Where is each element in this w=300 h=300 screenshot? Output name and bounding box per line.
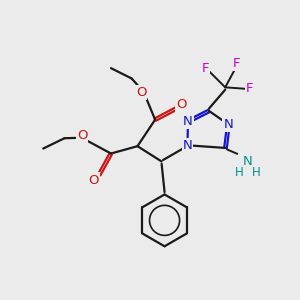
Text: H: H [252,166,261,179]
Text: N: N [243,155,253,168]
Text: F: F [233,57,241,70]
Text: O: O [136,86,146,99]
Text: O: O [88,173,99,187]
Text: H: H [235,166,244,179]
Text: O: O [77,129,87,142]
Text: N: N [224,118,233,131]
Text: F: F [246,82,253,95]
Text: O: O [176,98,187,111]
Text: F: F [202,62,209,75]
Text: N: N [183,115,193,128]
Text: N: N [183,139,192,152]
